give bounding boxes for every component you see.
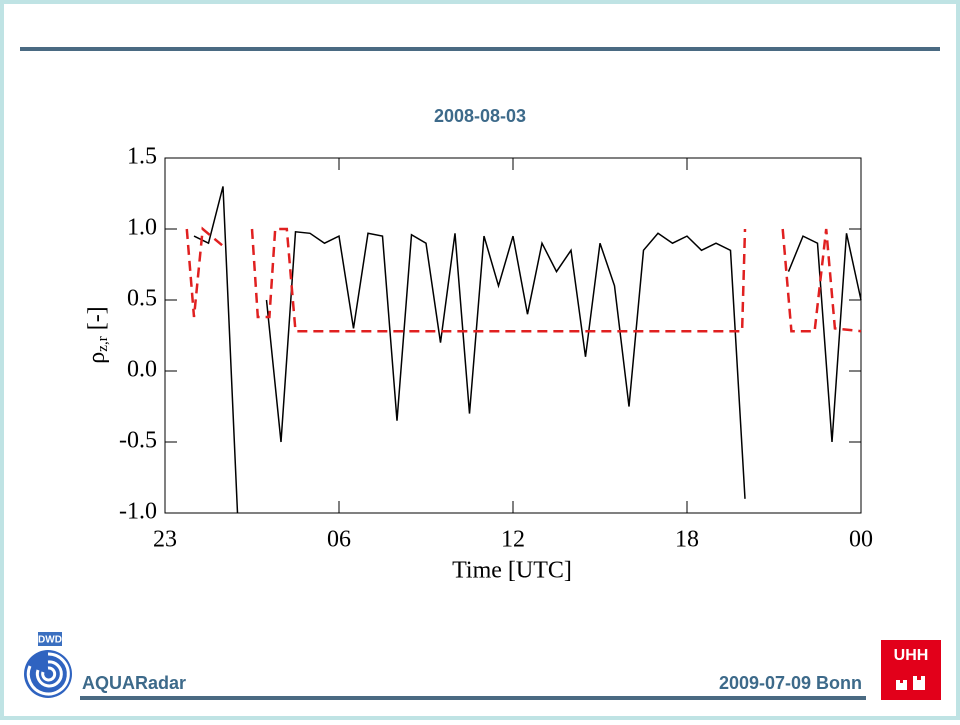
- y-tick-label: 1.0: [127, 215, 157, 241]
- series-line: [193, 186, 862, 514]
- logo-circle: [24, 650, 72, 698]
- logo-text: DWD: [38, 635, 62, 646]
- dwd-logo: DWD: [24, 632, 72, 698]
- x-axis-label: Time [UTC]: [452, 558, 572, 584]
- y-axis-label-text: ρz,r [-]: [84, 306, 112, 363]
- footer-left: AQUARadar: [82, 673, 186, 693]
- y-tick-label: -0.5: [119, 428, 157, 454]
- plot: 23 06 12 18 00 -1.0 -0.5 0.0 0.5 1.0 1.5: [119, 144, 873, 553]
- uhh-logo: UHH: [881, 640, 941, 700]
- y-subscript: z,r: [95, 336, 111, 351]
- y-tick-label: 1.5: [127, 144, 157, 170]
- y-unit: [-]: [84, 306, 110, 330]
- logo-text: UHH: [894, 647, 929, 664]
- series-line: [185, 226, 862, 333]
- x-tick-label: 18: [675, 527, 699, 553]
- footer-right: 2009-07-09 Bonn: [719, 673, 862, 693]
- logo-box: [881, 640, 941, 700]
- logo-box: [38, 632, 62, 646]
- y-tick-label: -1.0: [119, 499, 157, 525]
- chart-title: 2008-08-03: [434, 106, 526, 126]
- y-tick-label: 0.5: [127, 286, 157, 312]
- y-tick-label: 0.0: [127, 357, 157, 383]
- logo-castle: [896, 676, 925, 690]
- y-symbol: ρ: [84, 352, 110, 364]
- y-axis-label: ρz,r [-]: [84, 306, 112, 363]
- x-tick-label: 23: [153, 527, 177, 553]
- logo-swirl: [26, 652, 70, 696]
- x-tick-label: 12: [501, 527, 525, 553]
- x-tick-label: 00: [849, 527, 873, 553]
- x-tick-label: 06: [327, 527, 351, 553]
